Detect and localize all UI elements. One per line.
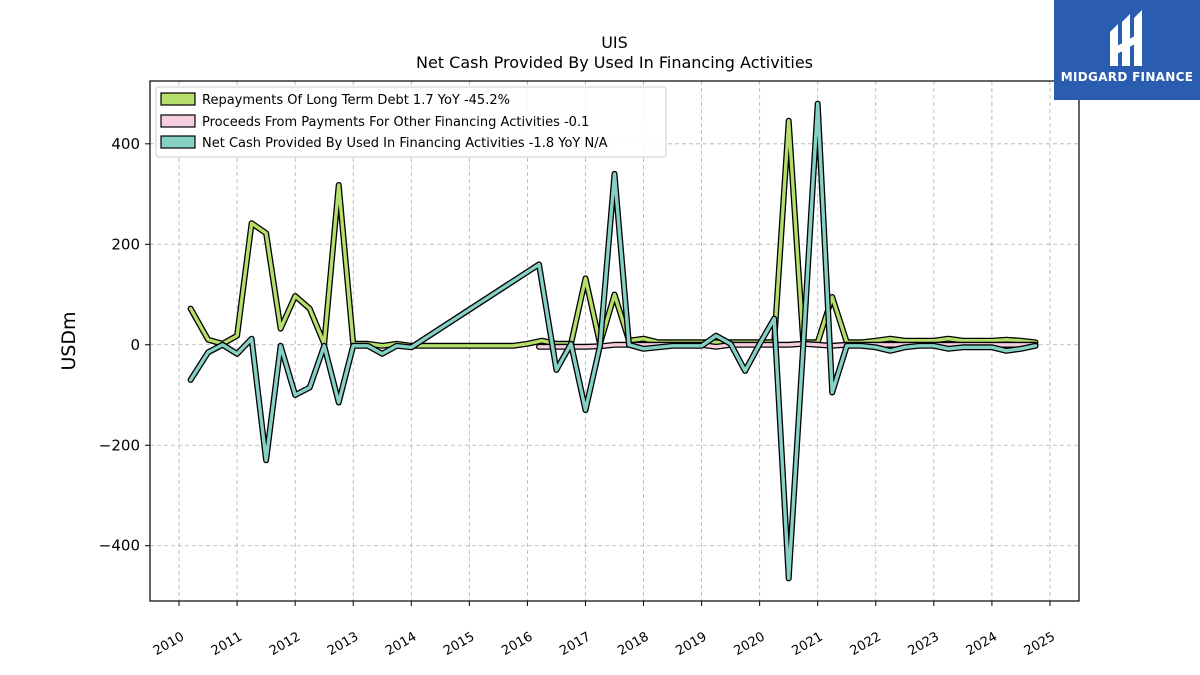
series-proceeds-line xyxy=(536,340,1039,350)
midgard-logo-icon xyxy=(1110,10,1142,66)
y-tick-label: 0 xyxy=(130,336,140,354)
x-tick-label: 2020 xyxy=(731,629,767,659)
y-tick-label: −400 xyxy=(99,537,140,555)
brand-logo: MIDGARD FINANCE xyxy=(1054,0,1200,100)
x-tick-label: 2016 xyxy=(499,629,535,659)
legend-swatch-repayments xyxy=(160,92,196,106)
x-tick-label: 2023 xyxy=(906,629,942,659)
x-tick-label: 2024 xyxy=(964,629,1000,659)
axis-ticks: 2010 2011 2012 2013 2014 2015 2016 2017 2018 2019… xyxy=(99,135,1058,659)
chart-title: UIS xyxy=(601,33,628,52)
chart-subtitle: Net Cash Provided By Used In Financing A… xyxy=(416,53,813,72)
series-net-cash-line-stroke xyxy=(188,101,1038,581)
legend-label-net-cash: Net Cash Provided By Used In Financing A… xyxy=(202,136,608,151)
legend-label-repayments: Repayments Of Long Term Debt 1.7 YoY -45… xyxy=(202,93,510,108)
legend-label-proceeds: Proceeds From Payments For Other Financi… xyxy=(202,115,589,130)
x-tick-label: 2018 xyxy=(615,629,651,659)
x-tick-label: 2019 xyxy=(673,629,709,659)
x-tick-label: 2011 xyxy=(209,629,245,659)
x-tick-label: 2025 xyxy=(1022,629,1058,659)
plot-frame xyxy=(149,80,1080,602)
legend-swatch-net-cash xyxy=(160,135,196,149)
x-tick-label: 2012 xyxy=(267,629,303,659)
legend-swatch-proceeds xyxy=(160,114,196,128)
legend: Repayments Of Long Term Debt 1.7 YoY -45… xyxy=(155,86,667,158)
y-axis-label: USDm xyxy=(58,311,80,370)
y-tick-label: 400 xyxy=(111,135,140,153)
series-net-cash-line xyxy=(187,100,1039,582)
y-tick-label: 200 xyxy=(111,235,140,253)
x-tick-label: 2022 xyxy=(848,629,884,659)
series-proceeds-line-stroke xyxy=(537,342,1038,349)
x-tick-label: 2010 xyxy=(151,629,187,659)
series-repayments-line-stroke xyxy=(188,118,1038,348)
series-layer xyxy=(187,100,1039,582)
series-repayments-line xyxy=(187,117,1039,349)
legend-frame xyxy=(155,86,667,158)
x-tick-label: 2014 xyxy=(383,629,419,659)
x-tick-label: 2017 xyxy=(557,629,593,659)
x-tick-label: 2021 xyxy=(790,629,826,659)
x-tick-label: 2013 xyxy=(325,629,361,659)
y-tick-label: −200 xyxy=(99,436,140,454)
brand-name: MIDGARD FINANCE xyxy=(1060,70,1194,84)
x-tick-label: 2015 xyxy=(441,629,477,659)
